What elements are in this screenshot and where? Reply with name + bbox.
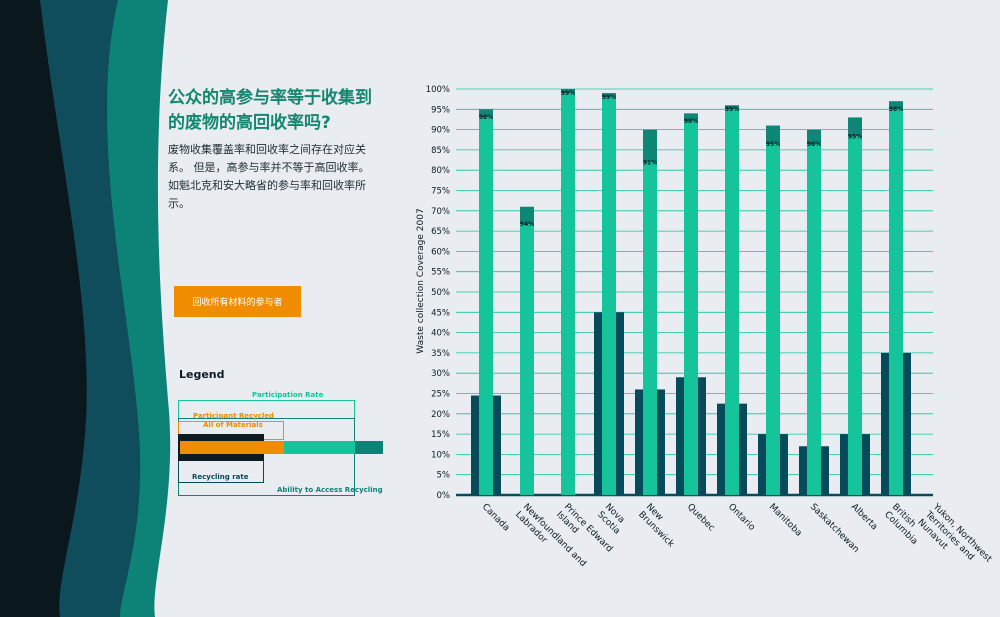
legend-title: Legend xyxy=(179,368,225,381)
participation-label: 96% xyxy=(807,141,821,148)
participation-bar xyxy=(807,144,821,495)
category-label: Manitoba xyxy=(767,502,804,539)
participation-label: 98% xyxy=(479,114,493,121)
recycling-bar xyxy=(676,377,684,495)
y-axis-label: Waste collection Coverage 2007 xyxy=(416,208,426,353)
recycling-bar xyxy=(717,403,725,495)
category-label: Canada xyxy=(480,502,511,533)
participation-label: 94% xyxy=(520,221,534,228)
legend-all-materials-label: All of Materials xyxy=(203,421,263,429)
legend-access-label: Ability to Access Recycling xyxy=(277,486,383,494)
recycling-bar xyxy=(657,389,665,495)
category-label-line: Ontario xyxy=(726,502,757,533)
y-tick-label: 55% xyxy=(431,268,450,278)
participation-label: 91% xyxy=(643,159,657,166)
participation-bar xyxy=(725,109,739,495)
y-tick-label: 15% xyxy=(431,430,450,440)
y-tick-label: 75% xyxy=(431,187,450,197)
recycling-bar xyxy=(840,434,848,495)
participation-label: 99% xyxy=(725,106,739,113)
y-tick-label: 65% xyxy=(431,227,450,237)
participation-label: 95% xyxy=(766,141,780,148)
category-label: NovaScotia xyxy=(595,502,629,536)
participation-bar xyxy=(643,162,657,495)
category-label: NewBrunswick xyxy=(636,502,684,550)
participation-bar xyxy=(889,109,903,495)
recycling-bar xyxy=(903,352,911,495)
recycling-bar xyxy=(758,434,766,495)
recycling-bar xyxy=(881,352,889,495)
category-label-line: Manitoba xyxy=(767,502,804,539)
y-tick-label: 45% xyxy=(431,308,450,318)
legend-participation-label: Participation Rate xyxy=(252,391,324,399)
participation-label: 99% xyxy=(561,90,575,97)
recycling-bar xyxy=(698,377,706,495)
recycling-bar xyxy=(780,434,788,495)
category-label: Yukon, NorthwestTerritories andNunavut xyxy=(915,501,994,580)
legend-participant-recycled-label: Participant Recycled xyxy=(193,412,274,420)
waste-collection-chart: 98% 94% 99% 99% 91% 98% 99% 95% 96% 95% 98% 0% 5% 10… xyxy=(416,85,994,580)
y-tick-label: 30% xyxy=(431,369,450,379)
participation-bar xyxy=(479,117,493,495)
participation-bar xyxy=(766,144,780,495)
page-description: 废物收集覆盖率和回收率之间存在对应关系。 但是，高参与率并不等于高回收率。 如魁… xyxy=(168,143,370,210)
recycling-bar xyxy=(493,395,501,495)
y-tick-labels: 0% 5% 10% 15% 20% 25% 30% 35% 40% 45% 50% 55% 60% 65%… xyxy=(426,85,450,501)
y-tick-label: 25% xyxy=(431,390,450,400)
category-label-line: Alberta xyxy=(849,502,879,532)
participation-label: 98% xyxy=(684,118,698,125)
y-tick-label: 20% xyxy=(431,410,450,420)
participation-label: 95% xyxy=(848,133,862,140)
recycling-bar xyxy=(635,389,643,495)
recycling-bar xyxy=(862,434,870,495)
bars: 98% 94% 99% 99% 91% 98% 99% 95% 96% 95% 98% xyxy=(471,89,911,496)
y-tick-label: 40% xyxy=(431,329,450,339)
y-tick-label: 10% xyxy=(431,450,450,460)
y-tick-label: 85% xyxy=(431,146,450,156)
page-title: 公众的高参与率等于收集到的废物的高回收率吗? xyxy=(168,88,372,133)
legend-recycling-label: Recycling rate xyxy=(192,473,249,481)
y-tick-label: 50% xyxy=(431,288,450,298)
participation-label: 98% xyxy=(889,106,903,113)
participation-bar xyxy=(561,93,575,495)
legend-bar-participation xyxy=(284,441,355,454)
y-tick-label: 0% xyxy=(437,491,451,501)
category-label-line: Quebec xyxy=(685,502,717,534)
y-tick-label: 35% xyxy=(431,349,450,359)
participation-bar xyxy=(684,120,698,495)
category-label: Quebec xyxy=(685,502,717,534)
participation-bar xyxy=(602,97,616,495)
recycling-bar xyxy=(616,312,624,495)
participation-bar xyxy=(520,224,534,496)
participation-label: 99% xyxy=(602,94,616,101)
recycling-bar xyxy=(739,403,747,495)
recycling-bar xyxy=(821,446,829,495)
category-label: Ontario xyxy=(726,502,757,533)
y-tick-label: 5% xyxy=(437,471,451,481)
y-tick-label: 100% xyxy=(426,85,450,95)
category-label-line: Canada xyxy=(480,502,511,533)
legend-bar-access xyxy=(355,441,383,454)
y-tick-label: 90% xyxy=(431,126,450,136)
legend-bar-participant-recycled xyxy=(180,441,284,454)
recycling-bar xyxy=(594,312,602,495)
recycling-bar xyxy=(799,446,807,495)
participants-recycle-all-materials-button[interactable]: 回收所有材料的参与者 xyxy=(174,286,301,317)
category-labels: Canada Newfoundland andLabrador Prince Edw… xyxy=(480,501,994,580)
legend-diagram: Participation Rate Participant Recycled … xyxy=(178,391,383,496)
y-tick-label: 60% xyxy=(431,247,450,257)
recycling-bar xyxy=(471,395,479,495)
category-label: Alberta xyxy=(849,502,879,532)
participation-bar xyxy=(848,136,862,495)
y-tick-label: 95% xyxy=(431,105,450,115)
y-tick-label: 80% xyxy=(431,166,450,176)
y-tick-label: 70% xyxy=(431,207,450,217)
